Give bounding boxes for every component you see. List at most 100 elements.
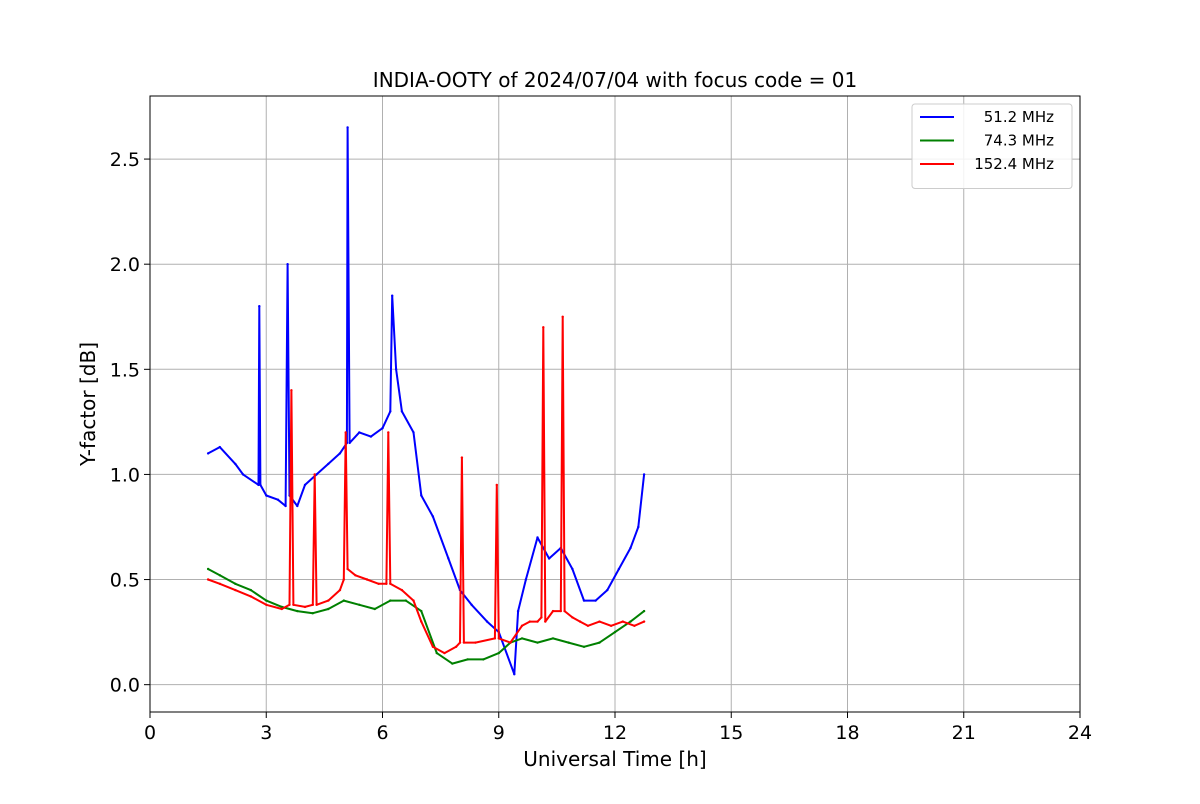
data-point: [633, 624, 636, 627]
data-point: [642, 609, 646, 613]
data-point: [420, 620, 423, 623]
data-point: [609, 624, 613, 627]
x-tick-label: 15: [719, 722, 743, 744]
data-point: [582, 645, 586, 648]
data-point: [354, 574, 357, 577]
data-point: [460, 456, 464, 459]
data-point: [528, 620, 531, 623]
data-point: [551, 609, 555, 613]
data-point: [482, 658, 485, 661]
data-point: [258, 305, 261, 308]
data-point: [387, 431, 390, 434]
data-point: [391, 294, 394, 297]
data-point: [547, 557, 551, 560]
data-point: [561, 315, 564, 318]
data-point: [598, 641, 601, 644]
data-point: [470, 603, 473, 606]
data-point: [389, 599, 392, 602]
legend-label: 51.2 MHz: [984, 108, 1054, 126]
data-point: [400, 410, 404, 413]
data-point: [259, 483, 262, 487]
data-point: [358, 431, 361, 434]
data-point: [292, 603, 295, 606]
data-point: [594, 599, 597, 602]
data-point: [348, 441, 351, 445]
data-point: [540, 616, 543, 619]
data-point: [536, 536, 539, 539]
data-point: [369, 435, 373, 438]
data-point: [218, 574, 221, 577]
data-point: [327, 599, 330, 602]
data-point: [234, 588, 237, 592]
y-tick-label: 1.5: [110, 359, 140, 381]
data-point: [516, 609, 520, 613]
data-point: [265, 599, 268, 602]
data-point: [338, 588, 342, 592]
data-point: [544, 620, 547, 623]
data-point: [598, 620, 601, 623]
data-point: [542, 326, 545, 329]
data-point: [284, 504, 287, 508]
data-point: [241, 473, 245, 476]
legend-label: 152.4 MHz: [974, 155, 1054, 173]
data-point: [571, 567, 574, 571]
data-point: [389, 582, 392, 585]
data-point: [642, 620, 646, 623]
data-point: [495, 483, 498, 487]
data-point: [288, 603, 291, 606]
data-point: [358, 603, 361, 606]
data-point: [582, 599, 586, 602]
data-point: [571, 616, 574, 619]
x-tick-label: 0: [144, 722, 156, 744]
data-point: [249, 595, 252, 598]
series-line-2: [207, 315, 645, 655]
y-tick-label: 2.5: [110, 149, 140, 171]
data-point: [559, 609, 562, 613]
data-point: [520, 624, 524, 627]
data-point: [394, 368, 398, 371]
data-point: [443, 651, 446, 655]
data-point: [290, 389, 293, 392]
data-point: [586, 624, 590, 627]
data-point: [311, 603, 314, 606]
data-point: [524, 578, 528, 581]
data-point: [454, 645, 458, 648]
data-point: [296, 609, 299, 613]
data-point: [276, 498, 280, 501]
data-point: [344, 431, 347, 434]
data-point: [497, 651, 500, 655]
data-point: [377, 582, 380, 585]
data-point: [513, 673, 516, 676]
data-point: [578, 620, 582, 623]
x-tick-label: 6: [376, 722, 388, 744]
data-point: [303, 605, 307, 609]
data-point: [313, 473, 316, 476]
data-point: [280, 607, 283, 611]
data-point: [497, 637, 500, 640]
data-point: [563, 609, 566, 613]
data-point: [420, 609, 423, 613]
data-point: [303, 483, 307, 487]
data-point: [629, 620, 632, 623]
x-axis-label: Universal Time [h]: [523, 747, 706, 771]
data-point: [265, 603, 268, 606]
legend-label: 74.3 MHz: [984, 132, 1054, 150]
data-point: [642, 473, 646, 476]
data-point: [389, 410, 392, 413]
y-tick-label: 2.0: [110, 254, 140, 276]
data-point: [458, 641, 462, 644]
data-point: [346, 567, 349, 571]
data-point: [485, 620, 489, 623]
data-point: [617, 567, 621, 571]
data-point: [412, 431, 415, 434]
data-point: [206, 567, 210, 571]
data-point: [206, 578, 210, 581]
data-point: [536, 620, 539, 623]
x-tick-label: 24: [1068, 722, 1092, 744]
data-point: [613, 630, 617, 634]
data-point: [606, 588, 609, 592]
data-point: [466, 658, 469, 661]
data-point: [462, 641, 466, 644]
data-point: [265, 494, 268, 497]
